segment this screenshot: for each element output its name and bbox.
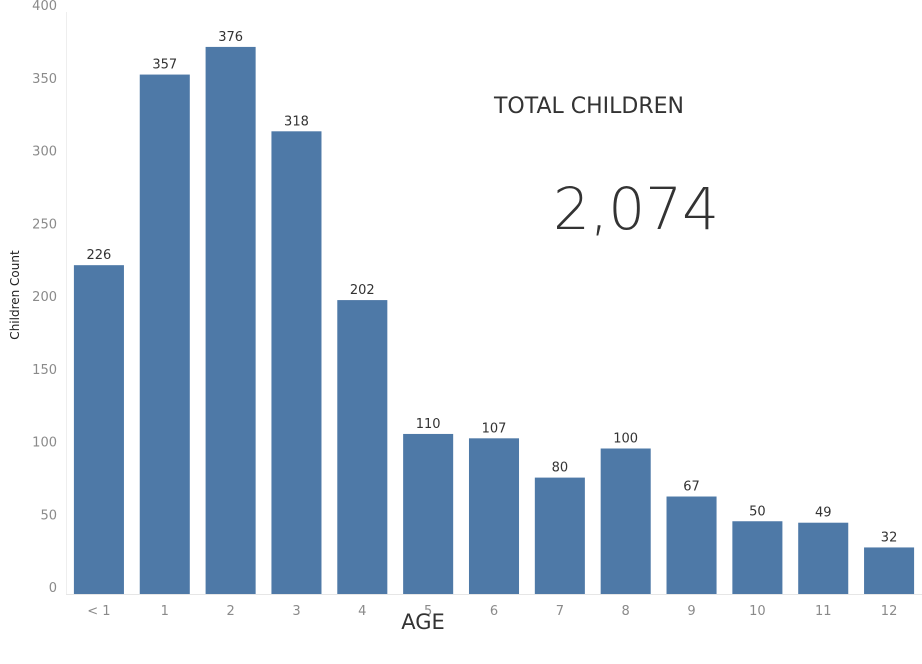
y-axis-title: Children Count — [8, 250, 22, 340]
x-axis-title: AGE — [401, 610, 445, 634]
y-tick-label: 200 — [32, 290, 57, 305]
x-tick-label: 1 — [161, 604, 169, 619]
bar[interactable] — [732, 521, 783, 594]
x-tick-label: 6 — [490, 604, 498, 619]
bar-value-label: 110 — [416, 417, 441, 432]
bar-value-label: 32 — [881, 530, 898, 545]
bar[interactable] — [271, 131, 322, 594]
x-tick-label: 10 — [749, 604, 766, 619]
y-tick-label: 50 — [40, 508, 57, 523]
bar[interactable] — [666, 496, 717, 594]
bar[interactable] — [600, 448, 651, 595]
bar-value-label: 100 — [613, 432, 638, 447]
bar-value-label: 226 — [87, 248, 112, 263]
bar[interactable] — [403, 433, 454, 594]
kpi-title: TOTAL CHILDREN — [493, 94, 684, 119]
y-axis-ticks: 0 50 100 150 200 250 300 350 400 — [32, 0, 57, 596]
bar[interactable] — [468, 438, 520, 594]
y-tick-label: 100 — [32, 436, 57, 451]
y-tick-label: 250 — [32, 217, 57, 232]
y-tick-label: 300 — [32, 145, 57, 160]
bar-value-label: 67 — [683, 480, 700, 495]
bar[interactable] — [337, 300, 388, 594]
bar[interactable] — [139, 74, 190, 594]
x-tick-label: < 1 — [87, 604, 110, 619]
bar-value-label: 107 — [482, 421, 507, 436]
x-tick-label: 11 — [815, 604, 832, 619]
bar-value-label: 357 — [152, 58, 177, 73]
bar-value-label: 80 — [552, 461, 569, 476]
data-labels-group: 226 357 376 318 202 110 107 80 100 67 50 49 32 — [87, 30, 898, 546]
y-tick-label: 400 — [32, 0, 57, 14]
x-tick-label: 7 — [556, 604, 564, 619]
x-tick-label: 3 — [292, 604, 300, 619]
bar-value-label: 376 — [218, 30, 243, 45]
x-tick-label: 9 — [687, 604, 695, 619]
y-tick-label: 150 — [32, 363, 57, 378]
bars-group — [73, 46, 915, 595]
x-tick-label: 2 — [226, 604, 234, 619]
x-tick-label: 4 — [358, 604, 366, 619]
x-tick-label: 12 — [881, 604, 898, 619]
bar[interactable] — [798, 522, 849, 594]
bar-value-label: 49 — [815, 506, 832, 521]
x-tick-label: 5 — [424, 604, 432, 619]
bar[interactable] — [73, 265, 124, 594]
bar[interactable] — [205, 46, 256, 595]
bar[interactable] — [534, 477, 585, 594]
y-tick-label: 0 — [49, 581, 57, 596]
bar[interactable] — [864, 547, 915, 594]
y-tick-label: 350 — [32, 72, 57, 87]
bar-value-label: 50 — [749, 504, 766, 519]
x-tick-label: 8 — [622, 604, 630, 619]
kpi-value: 2,074 — [553, 175, 719, 243]
bar-value-label: 318 — [284, 114, 309, 129]
bar-value-label: 202 — [350, 283, 375, 298]
x-axis-ticks: < 1 1 2 3 4 5 6 7 8 9 10 11 12 — [87, 604, 897, 619]
